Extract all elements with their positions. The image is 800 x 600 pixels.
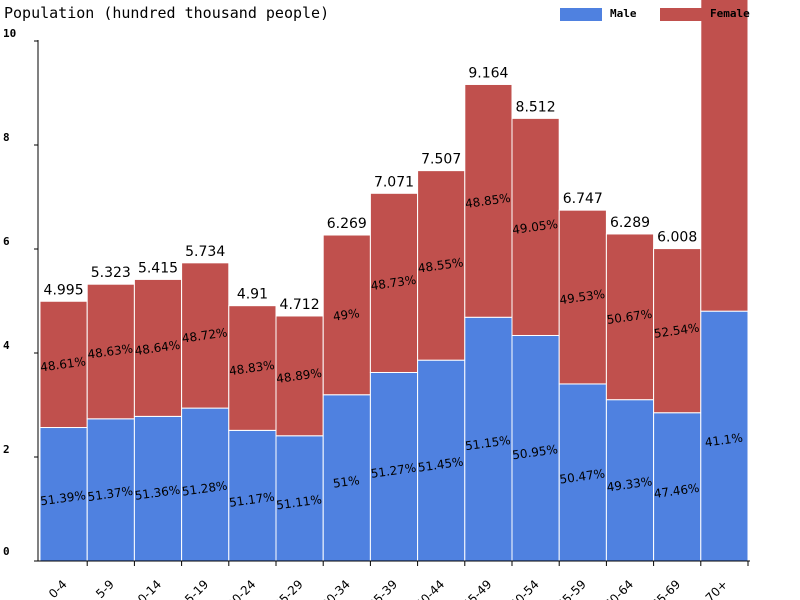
bar-female (700, 0, 749, 312)
x-tick-label: 25-29 (271, 577, 306, 600)
total-label: 5.734 (185, 244, 225, 260)
data-label-male: 51.11% (275, 492, 322, 512)
total-label: 5.323 (91, 265, 131, 281)
legend: Male Female (560, 7, 750, 21)
data-label-female: 48.89% (275, 366, 322, 386)
bar-male (39, 427, 88, 562)
data-label-male: 50.47% (559, 466, 606, 486)
data-label-male: 51.28% (181, 478, 228, 498)
data-label-male: 47.46% (653, 481, 700, 501)
chart-title: Population (hundred thousand people) (4, 4, 329, 22)
bar-female (464, 83, 513, 318)
bar-female (511, 117, 560, 336)
x-tick-label: 50-54 (507, 577, 542, 600)
data-label-female: 48.83% (228, 358, 275, 378)
y-tick-label: 6 (3, 235, 10, 248)
x-tick-label: 40-44 (413, 577, 448, 600)
total-label: 8.512 (516, 99, 556, 115)
total-label: 6.747 (563, 191, 603, 207)
bar-female (86, 283, 135, 420)
data-label-male: 51.17% (228, 490, 275, 510)
bar-male (653, 412, 702, 562)
x-tick-label: 60-64 (602, 577, 637, 600)
bar-female (181, 262, 230, 409)
bar-female (228, 305, 277, 431)
data-label-female: 48.73% (370, 273, 417, 293)
data-label-male: 49.33% (606, 474, 653, 494)
x-tick-label: 30-34 (318, 577, 353, 600)
bar-female (605, 233, 655, 401)
data-label-female: 48.63% (87, 341, 134, 361)
y-tick-label: 4 (3, 339, 10, 352)
data-label-male: 51.45% (417, 455, 464, 475)
data-label-female: 48.72% (181, 325, 228, 345)
total-label: 6.008 (657, 230, 697, 246)
x-tick-label: 15-19 (177, 577, 212, 600)
data-label-male: 51.36% (134, 483, 181, 503)
bar-female (417, 170, 466, 361)
total-label: 7.507 (421, 152, 461, 168)
total-label: 4.712 (280, 297, 320, 313)
bar-male (558, 383, 607, 562)
x-tick-label: 35-39 (366, 577, 401, 600)
data-label-male: 51% (332, 473, 360, 491)
data-label-female: 52.54% (653, 321, 700, 341)
x-tick-label: 10-14 (130, 577, 165, 600)
total-label: 5.415 (138, 260, 178, 276)
data-label-female: 49.53% (559, 287, 606, 307)
bar-male (417, 359, 466, 562)
bar-male (700, 310, 749, 562)
bar-female (653, 248, 702, 414)
total-label: 6.269 (327, 216, 367, 232)
x-tick-label: 0-4 (46, 577, 70, 600)
bars-layer: 51.39% 48.61% 4.995 51.37% 48.63% 5.323 51.36%… (39, 0, 749, 562)
data-label-female: 48.85% (464, 191, 511, 211)
legend-swatch-male (560, 8, 602, 21)
data-label-female: 50.67% (606, 307, 653, 327)
legend-label-female: Female (710, 7, 750, 20)
bar-male (464, 316, 513, 562)
data-label-female: 49% (332, 306, 360, 324)
data-label-male: 50.95% (511, 442, 558, 462)
data-label-male: 51.15% (464, 433, 511, 453)
data-label-female: 48.55% (417, 255, 464, 275)
y-tick-label: 2 (3, 443, 10, 456)
y-tick-label: 0 (3, 545, 10, 558)
total-label: 4.91 (237, 287, 268, 303)
data-label-male: 51.39% (39, 488, 86, 508)
bar-female (39, 300, 88, 429)
total-label: 9.164 (468, 65, 508, 81)
x-tick-label: 45-49 (460, 577, 495, 600)
bar-male (86, 418, 135, 562)
bar-male (228, 429, 277, 562)
data-label-female: 48.61% (39, 354, 86, 374)
bar-female (275, 315, 324, 437)
bar-female (322, 234, 371, 396)
total-label: 6.289 (610, 215, 650, 231)
bar-female (133, 278, 183, 417)
x-tick-label: 65-69 (649, 577, 684, 600)
x-tick-label: 20-24 (224, 577, 259, 600)
x-tick-label: 70+ (703, 577, 731, 600)
y-tick-label: 8 (3, 131, 10, 144)
bar-male (322, 394, 371, 562)
data-label-female: 49.05% (511, 217, 558, 237)
total-label: 7.071 (374, 174, 414, 190)
bar-female (558, 209, 607, 385)
legend-label-male: Male (610, 7, 637, 20)
data-label-male: 51.37% (87, 484, 134, 504)
x-tick-label: 5-9 (93, 577, 117, 600)
legend-swatch-female (660, 8, 702, 21)
y-tick-label: 10 (3, 27, 16, 40)
total-label: 4.995 (44, 282, 84, 298)
x-tick-label: 55-59 (554, 577, 589, 600)
bar-male (181, 407, 230, 562)
data-label-male: 51.27% (370, 461, 417, 481)
data-label-male: 41.1% (704, 431, 744, 450)
bar-male (133, 415, 183, 562)
data-label-female: 48.64% (134, 338, 181, 358)
